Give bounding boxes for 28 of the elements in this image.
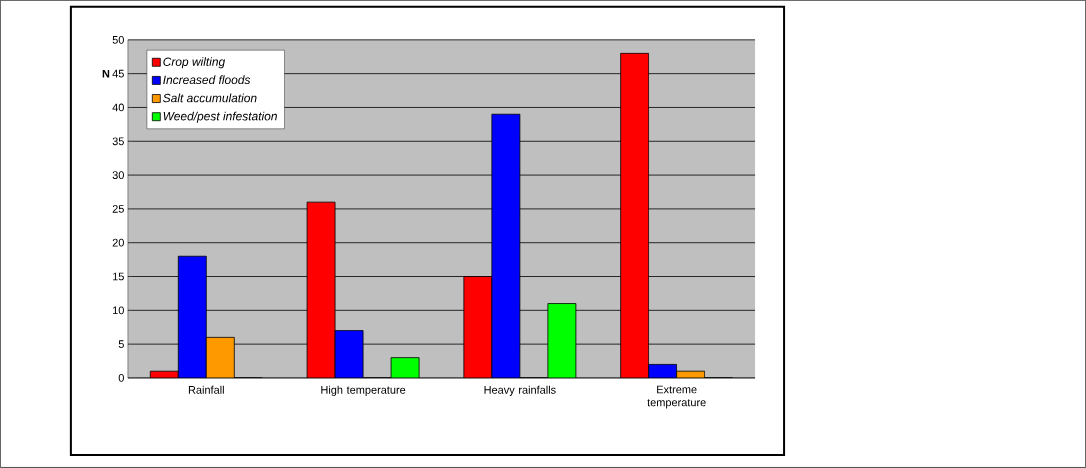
y-axis-title: N [102,69,110,78]
y-tick-label: 0 [118,374,124,382]
bar [334,330,364,379]
bar [547,303,577,379]
y-tick-label: 5 [118,340,124,349]
y-tick-label: 20 [112,238,124,247]
bar [177,255,207,379]
x-tick-label: Heavy rainfalls [484,385,556,397]
y-tick-label: 15 [113,272,124,281]
x-tick-label: High temperature [321,385,406,397]
y-tick-label: 45 [112,69,124,78]
bar [306,201,336,379]
bar [491,113,521,379]
legend-label: Salt accumulation [163,93,257,103]
legend-label: Weed/pest infestation [163,111,277,123]
legend-label: Increased floods [163,75,251,85]
bar [620,53,650,379]
x-tick-label: Rainfall [188,385,224,394]
bar [205,337,235,379]
y-tick-label: 10 [113,306,124,315]
y-tick-label: 40 [112,103,124,112]
y-tick-label: 30 [112,171,124,180]
y-tick-label: 35 [112,137,124,146]
y-tick-label: 25 [112,205,124,213]
x-tick-label: Extreme temperature [647,385,706,409]
legend-label: Crop wilting [163,57,226,69]
bar [463,276,493,379]
y-tick-label: 50 [112,36,124,44]
